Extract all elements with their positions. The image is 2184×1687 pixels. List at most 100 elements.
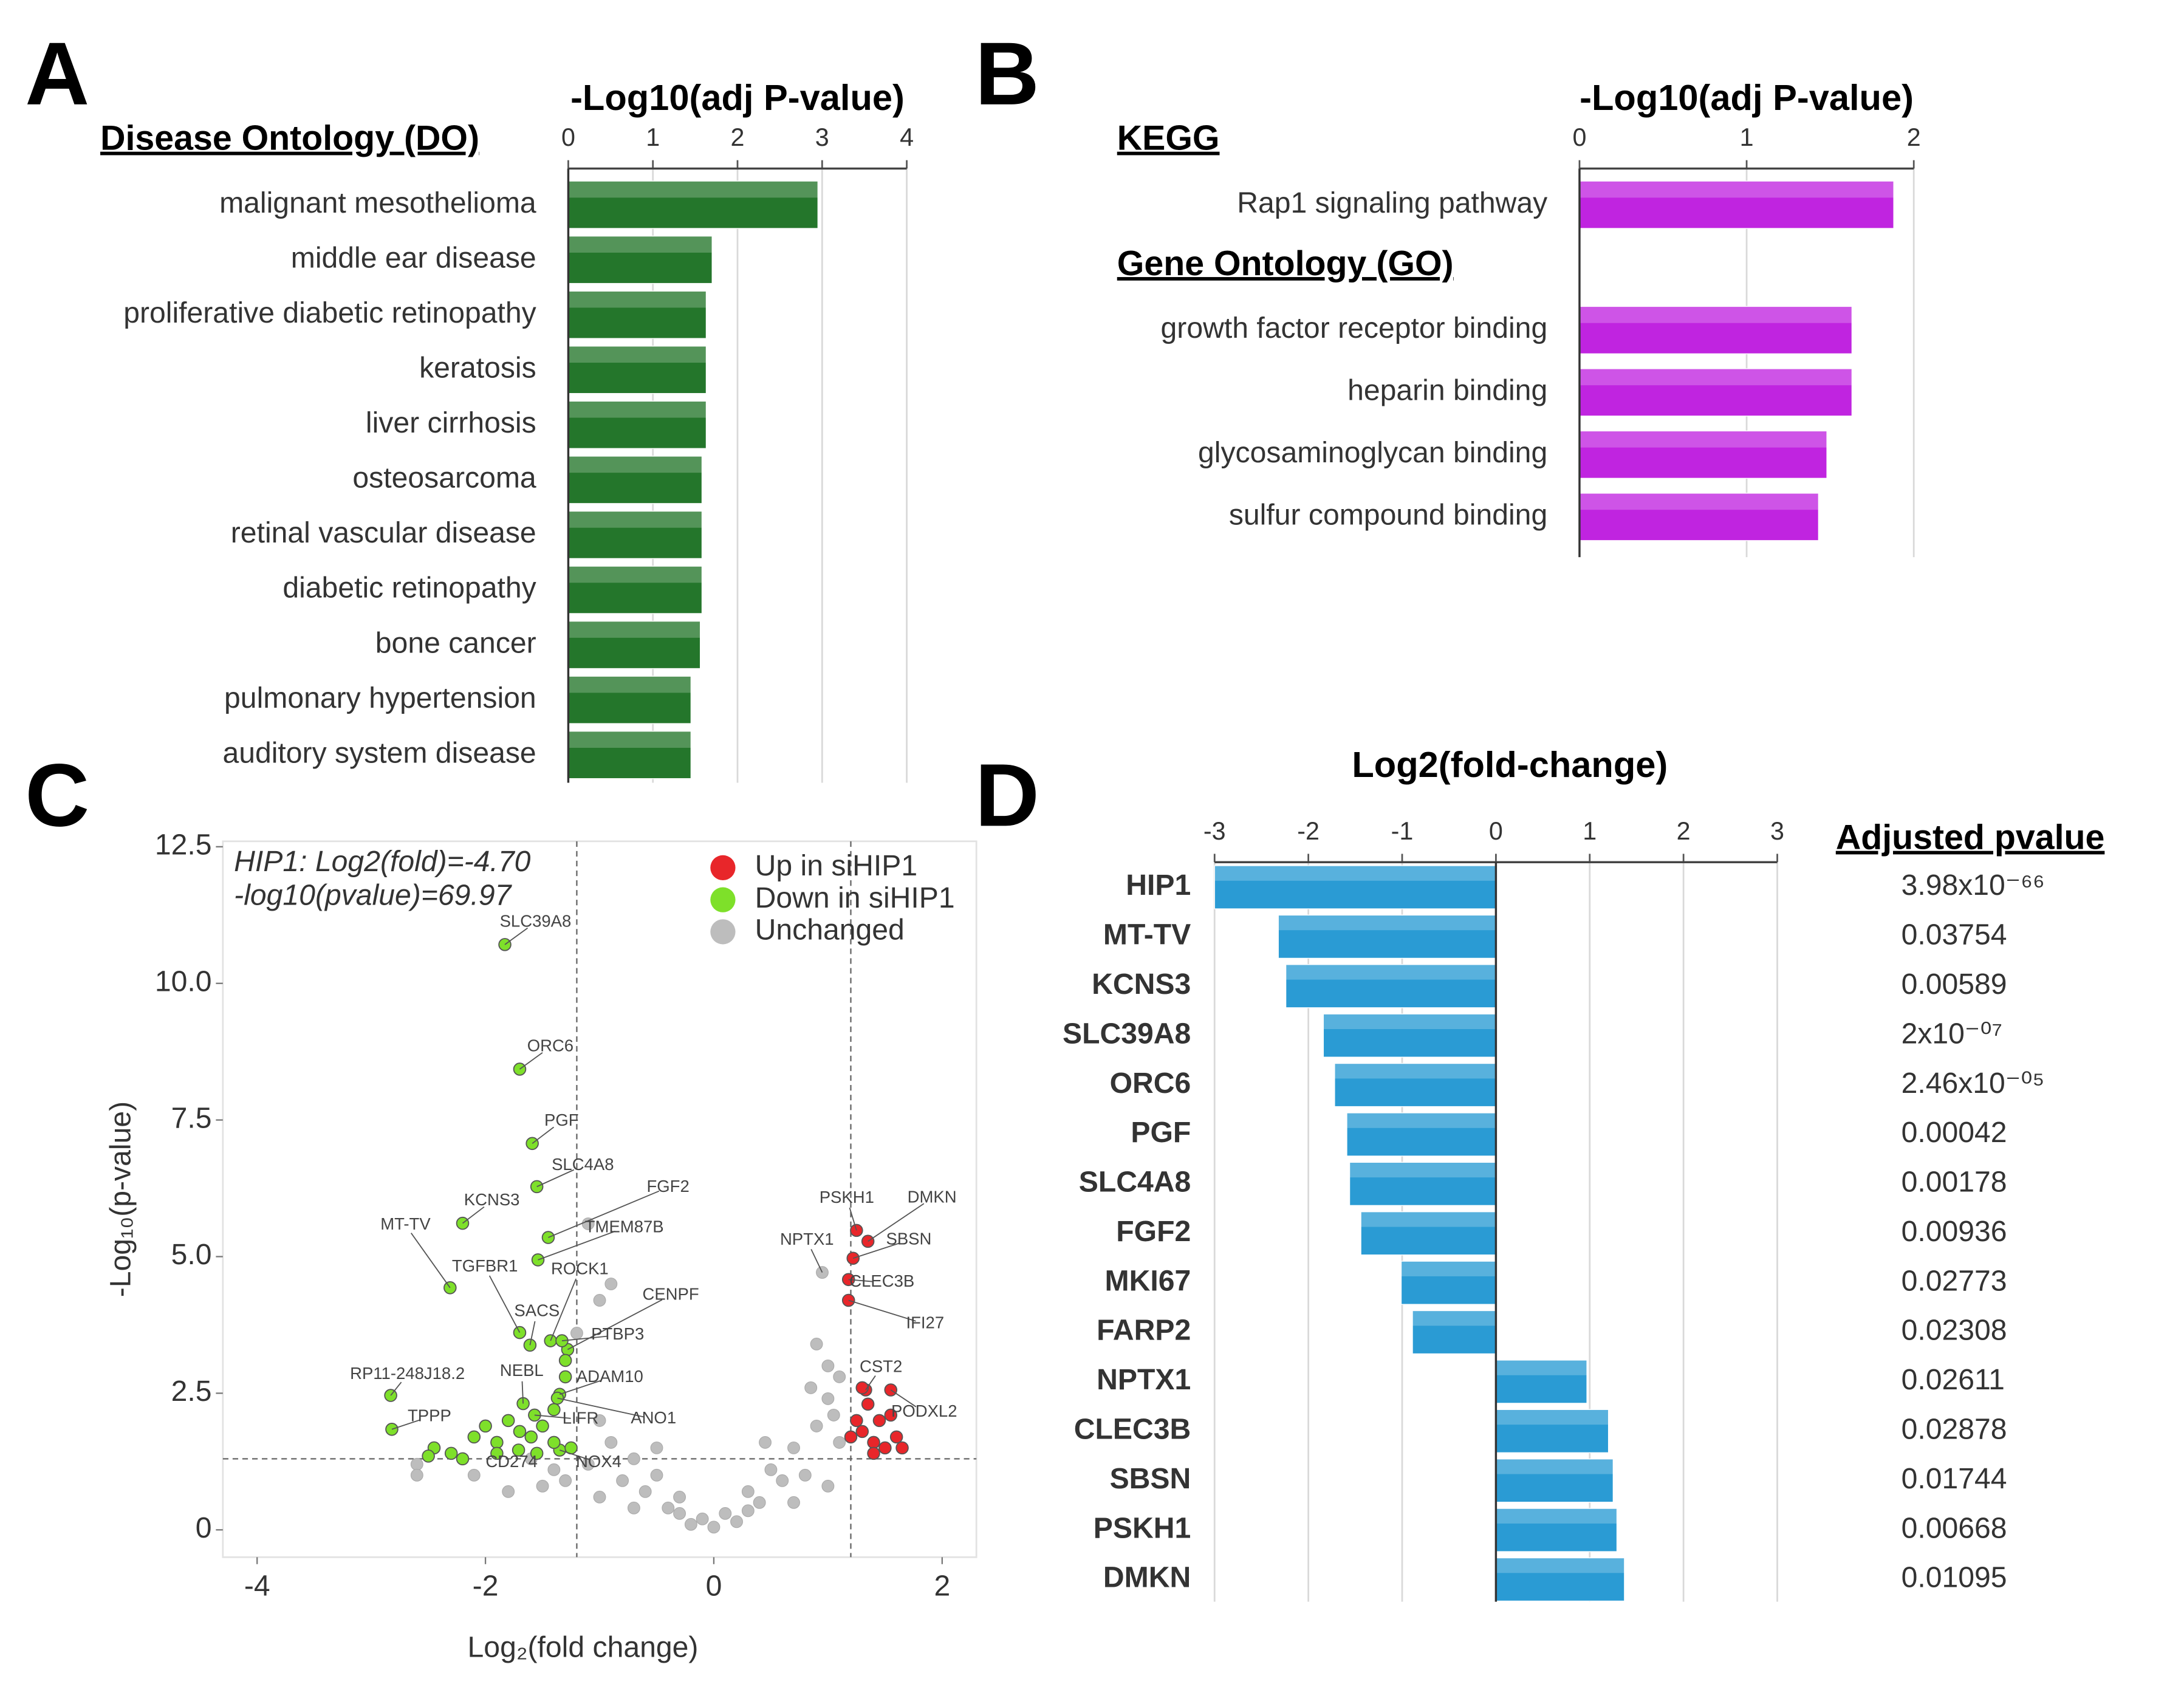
bar: [1400, 1261, 1497, 1305]
category-label: MT-TV: [1103, 919, 1191, 951]
point: [810, 1338, 823, 1350]
x-tick-label: 3: [815, 123, 829, 151]
point-label: ADAM10: [577, 1367, 643, 1386]
bar-highlight: [568, 456, 702, 473]
bar: [567, 510, 703, 559]
leader-line: [538, 1230, 615, 1261]
leader-line: [849, 1207, 857, 1231]
legend-label: Down in siHIP1: [755, 881, 955, 914]
x-tick-label: 2: [1677, 817, 1691, 845]
point: [498, 938, 512, 951]
point: [593, 1490, 606, 1504]
point-label: TMEM87B: [585, 1217, 664, 1236]
point-label: PGF: [544, 1110, 579, 1129]
panel-label: A: [25, 24, 89, 124]
x-tick-label: -2: [1297, 817, 1320, 845]
point: [456, 1452, 470, 1466]
leader-line: [567, 1299, 663, 1350]
point: [878, 1441, 892, 1455]
bar-highlight: [568, 401, 707, 418]
point: [467, 1468, 481, 1482]
y-axis-label: -Log₁₀(p-value): [104, 1101, 137, 1297]
leader-line: [536, 1169, 575, 1188]
bar-highlight: [568, 566, 702, 583]
point: [547, 1435, 561, 1449]
bar-highlight: [1579, 431, 1827, 448]
category-label: SLC4A8: [1079, 1166, 1191, 1199]
point: [558, 1370, 572, 1384]
point-label: NEBL: [500, 1361, 544, 1380]
y-tick-label: 2.5: [171, 1375, 212, 1408]
x-tick-label: 1: [1583, 817, 1597, 845]
pvalue: 0.02308: [1902, 1314, 2007, 1347]
point: [798, 1468, 812, 1482]
bar: [1579, 180, 1894, 229]
pvalue: 0.00936: [1902, 1215, 2007, 1248]
bar-highlight: [568, 346, 707, 363]
leader-line: [868, 1203, 925, 1242]
pvalue: 0.01095: [1902, 1561, 2007, 1594]
point: [558, 1353, 572, 1367]
point-label: IFI27: [906, 1313, 944, 1332]
point: [559, 1474, 572, 1487]
point-label: ROCK1: [551, 1259, 609, 1278]
x-tick-label: 3: [1770, 817, 1784, 845]
point: [821, 1360, 835, 1372]
point: [850, 1414, 863, 1428]
leader-line: [504, 927, 529, 945]
bar-highlight: [568, 511, 702, 528]
bar: [1579, 306, 1853, 355]
point-label: RP11-248J18.2: [350, 1364, 465, 1383]
point-label: TPPP: [408, 1406, 451, 1425]
point: [804, 1381, 818, 1394]
pvalue: 0.02773: [1902, 1264, 2007, 1297]
point-label: SLC4A8: [552, 1155, 614, 1174]
pvalue: 3.98x10⁻⁶⁶: [1902, 869, 2045, 902]
point: [547, 1463, 561, 1476]
legend-marker: [710, 855, 736, 881]
category-label: SBSN: [1110, 1462, 1191, 1495]
x-tick-label: -1: [1391, 817, 1414, 845]
leader-line: [561, 1335, 608, 1341]
category-label: FGF2: [1116, 1215, 1191, 1248]
bar: [1579, 493, 1819, 541]
pvalue: 0.00668: [1902, 1511, 2007, 1544]
bar: [1334, 1063, 1497, 1107]
point-label: NOX4: [576, 1452, 621, 1471]
point: [422, 1449, 435, 1463]
annotation: -log10(pvalue)=69.97: [234, 878, 512, 911]
leader-line: [557, 1397, 645, 1418]
point-label: LIFR: [563, 1409, 599, 1428]
point: [827, 1408, 840, 1422]
category-label: osteosarcoma: [352, 462, 536, 494]
point: [719, 1507, 732, 1520]
point: [816, 1266, 829, 1279]
point: [810, 1419, 823, 1432]
y-tick-label: 12.5: [155, 829, 212, 861]
point-label: TGFBR1: [452, 1256, 518, 1275]
point-label: CENPF: [642, 1284, 699, 1303]
point: [650, 1441, 663, 1454]
category-label: HIP1: [1126, 869, 1191, 902]
pvalue: 0.02878: [1902, 1413, 2007, 1446]
leader-line: [519, 1052, 543, 1070]
bar-highlight: [1334, 1063, 1496, 1079]
point: [696, 1512, 709, 1525]
point-label: NPTX1: [780, 1230, 834, 1248]
point: [872, 1414, 886, 1428]
x-axis-label: -Log10(adj P-value): [570, 77, 905, 118]
leader-line: [848, 1299, 916, 1322]
bar-highlight: [1496, 1360, 1587, 1375]
pvalue: 0.02611: [1902, 1363, 2005, 1396]
pvalue: 0.00589: [1902, 968, 2007, 1001]
bar-highlight: [568, 731, 691, 748]
point: [627, 1501, 640, 1514]
point: [753, 1496, 766, 1509]
leader-line: [890, 1389, 917, 1408]
bar: [1285, 964, 1497, 1008]
point-label: CLEC3B: [849, 1271, 914, 1290]
point: [512, 1443, 525, 1457]
point: [650, 1468, 663, 1482]
bar-highlight: [1401, 1261, 1496, 1276]
point: [616, 1474, 629, 1487]
